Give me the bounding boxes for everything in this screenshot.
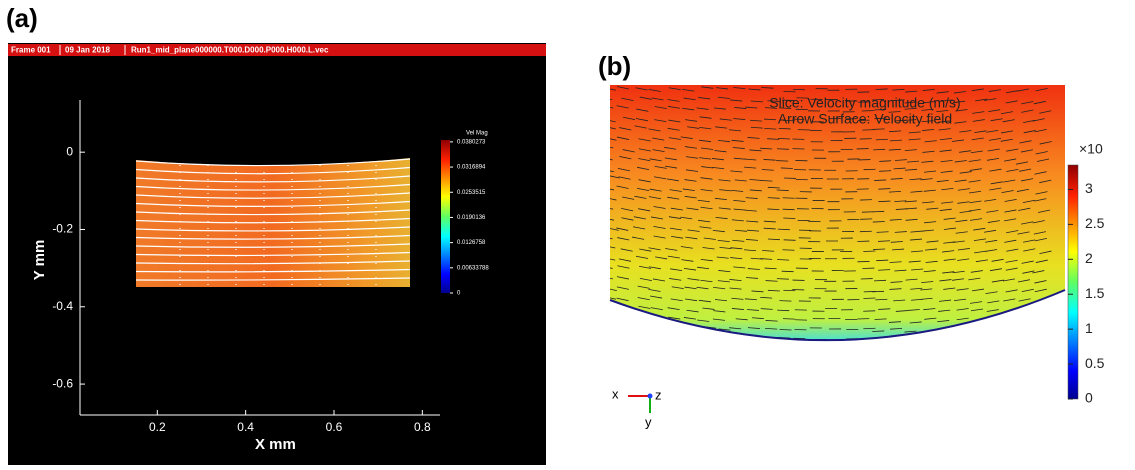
x-axis-label: X mm bbox=[255, 436, 296, 453]
arrow bbox=[749, 339, 761, 340]
arrow bbox=[783, 290, 795, 291]
x-tick-label: 0.8 bbox=[414, 420, 431, 434]
arrow bbox=[783, 209, 795, 210]
arrow bbox=[683, 326, 695, 328]
header-text: Frame 001 bbox=[11, 46, 51, 55]
arrow bbox=[783, 198, 795, 199]
arrow bbox=[779, 301, 791, 302]
colorbar-tick-label: 0.5 bbox=[1085, 355, 1105, 371]
arrow bbox=[780, 329, 792, 330]
header-text: Run1_mid_plane000000.T000.D000.P000.H000… bbox=[131, 46, 329, 55]
x-tick-label: 0.2 bbox=[149, 420, 166, 434]
arrow bbox=[716, 339, 728, 340]
arrow bbox=[1021, 322, 1033, 324]
arrow bbox=[872, 211, 884, 212]
arrow bbox=[1033, 320, 1045, 323]
arrow bbox=[781, 168, 793, 169]
arrow bbox=[960, 330, 972, 332]
arrow bbox=[1036, 310, 1048, 313]
velocity-field bbox=[136, 158, 410, 287]
arrow bbox=[633, 317, 645, 319]
arrow bbox=[1023, 329, 1035, 331]
arrow bbox=[617, 328, 629, 330]
triad-label: y bbox=[645, 414, 652, 429]
axis-triad bbox=[628, 394, 653, 414]
arrow bbox=[969, 341, 981, 343]
arrow bbox=[703, 340, 715, 341]
arrow bbox=[732, 340, 744, 341]
colorbar-tick-label: 1 bbox=[1085, 320, 1093, 336]
colorbar bbox=[441, 140, 450, 293]
arrow bbox=[984, 321, 996, 323]
y-tick-label: 0 bbox=[66, 144, 73, 158]
arrow bbox=[621, 318, 633, 320]
y-tick-label: -0.2 bbox=[52, 222, 73, 236]
arrow bbox=[783, 319, 795, 320]
arrow bbox=[603, 336, 615, 339]
arrow bbox=[638, 338, 650, 340]
panel-label: (a) bbox=[6, 3, 38, 33]
colorbar-tick-label: 0.0380273 bbox=[457, 139, 486, 145]
arrow bbox=[605, 326, 617, 329]
arrow bbox=[1006, 342, 1018, 344]
colorbar-tick-label: 0.0316894 bbox=[457, 165, 486, 171]
triad-label: x bbox=[612, 386, 619, 401]
arrow bbox=[872, 340, 884, 341]
arrow bbox=[926, 339, 938, 340]
y-tick-label: -0.4 bbox=[52, 299, 73, 313]
colorbar-tick-label: 0.0253515 bbox=[457, 190, 486, 196]
arrow bbox=[782, 271, 794, 272]
arrow bbox=[872, 291, 884, 292]
arrow bbox=[652, 329, 664, 331]
arrow bbox=[779, 128, 791, 129]
colorbar-tick-label: 0.0190136 bbox=[457, 215, 486, 221]
colorbar-tick-label: 2.5 bbox=[1085, 215, 1105, 231]
arrow bbox=[605, 307, 617, 310]
panel-label: (b) bbox=[598, 51, 631, 81]
x-tick-label: 0.4 bbox=[237, 420, 254, 434]
arrow bbox=[639, 328, 651, 330]
header-text: 09 Jan 2018 bbox=[65, 46, 110, 55]
arrow bbox=[1001, 321, 1013, 323]
arrow bbox=[667, 328, 679, 330]
arrow bbox=[1024, 312, 1036, 314]
colorbar-tick-label: 0.00633788 bbox=[457, 265, 489, 271]
arrow bbox=[1039, 342, 1051, 345]
arrow bbox=[988, 339, 1000, 341]
arrow bbox=[681, 339, 693, 341]
arrow bbox=[606, 317, 618, 320]
colorbar-title: Vel Mag bbox=[466, 131, 488, 137]
colorbar-tick-label: 0.0126758 bbox=[457, 240, 486, 246]
arrow bbox=[619, 336, 631, 338]
arrow bbox=[988, 330, 1000, 332]
arrow bbox=[958, 339, 970, 341]
arrow bbox=[782, 250, 794, 251]
arrow bbox=[766, 340, 778, 341]
arrow bbox=[1008, 330, 1020, 332]
arrow bbox=[783, 218, 795, 219]
colorbar-tick-label: 3 bbox=[1085, 180, 1093, 196]
triad-label: z bbox=[655, 387, 662, 402]
arrow bbox=[778, 138, 790, 139]
arrow bbox=[941, 340, 953, 341]
arrow bbox=[895, 341, 907, 342]
x-tick-label: 0.6 bbox=[326, 420, 343, 434]
colorbar-tick-label: 0 bbox=[1085, 390, 1093, 406]
arrow bbox=[671, 338, 683, 340]
arrow bbox=[653, 339, 665, 341]
colorbar-multiplier: ×10 bbox=[1079, 141, 1103, 157]
y-axis-label: Y mm bbox=[31, 240, 48, 281]
arrow bbox=[974, 329, 986, 331]
arrow-title: Arrow Surface: Velocity field bbox=[778, 111, 952, 127]
y-tick-label: -0.6 bbox=[52, 376, 73, 390]
arrow bbox=[1020, 338, 1032, 340]
colorbar-tick-label: 1.5 bbox=[1085, 285, 1105, 301]
arrow bbox=[1039, 332, 1051, 335]
arrow bbox=[904, 339, 916, 340]
colorbar-tick-label: 2 bbox=[1085, 250, 1093, 266]
arrow bbox=[778, 229, 790, 230]
arrow bbox=[872, 331, 884, 332]
slice-title: Slice: Velocity magnitude (m/s) bbox=[769, 95, 960, 111]
